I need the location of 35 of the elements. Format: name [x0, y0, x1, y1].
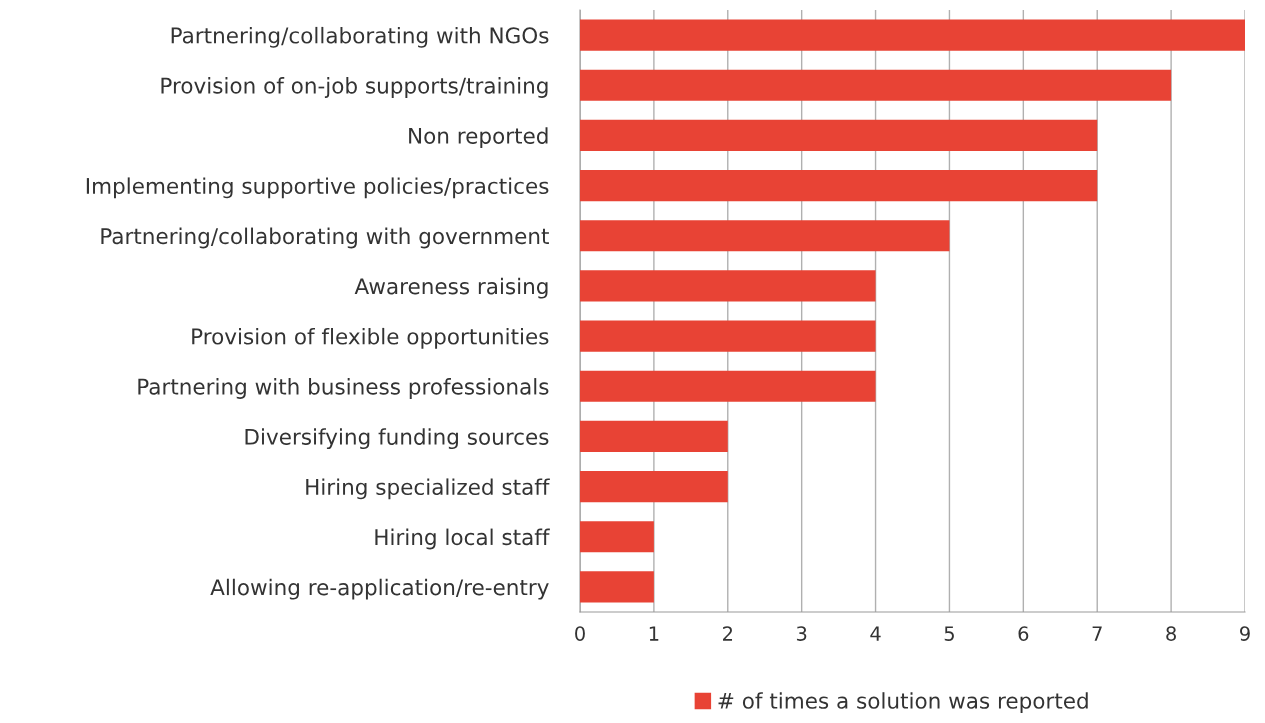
y-tick-label: Allowing re-application/re-entry — [210, 578, 549, 600]
y-tick-label: Hiring specialized staff — [306, 478, 550, 500]
x-tick-label: 6 — [1018, 626, 1029, 641]
y-tick-label: Implementing supportive policies/practices — [86, 177, 549, 199]
y-tick-label: Diversifying funding sources — [245, 428, 549, 450]
x-tick-label: 5 — [944, 626, 954, 641]
y-tick-label: Provision of on-job supports/training — [161, 77, 548, 98]
x-tick-label: 3 — [796, 626, 807, 641]
legend-label: # of times a solution was reported — [718, 692, 1088, 714]
bar — [580, 170, 1098, 202]
x-tick-label: 7 — [1092, 626, 1102, 641]
y-tick-label: Non reported — [409, 127, 548, 149]
y-tick-label: Provision of flexible opportunities — [192, 327, 549, 349]
bar — [580, 220, 950, 252]
bar — [580, 370, 876, 402]
bar — [580, 119, 1098, 151]
y-tick-label: Partnering/collaborating with NGOs — [171, 26, 549, 48]
x-tick-label: 1 — [649, 626, 659, 641]
bar — [580, 471, 728, 503]
bar — [580, 270, 876, 302]
x-tick-label: 4 — [870, 626, 881, 641]
y-tick-label: Hiring local staff — [375, 528, 550, 550]
bar — [580, 69, 1172, 101]
y-tick-label: Awareness raising — [354, 277, 548, 299]
bar — [580, 521, 654, 553]
bar — [580, 320, 876, 352]
x-tick-label: 8 — [1166, 626, 1176, 641]
bar — [580, 420, 728, 452]
y-tick-label: Partnering with business professionals — [138, 378, 549, 399]
bar — [580, 19, 1245, 51]
x-tick-label: 2 — [723, 626, 733, 641]
bar — [580, 571, 654, 603]
y-tick-label: Partnering/collaborating with government — [101, 227, 549, 249]
x-tick-label: 0 — [575, 626, 585, 641]
x-tick-label: 9 — [1240, 626, 1250, 641]
